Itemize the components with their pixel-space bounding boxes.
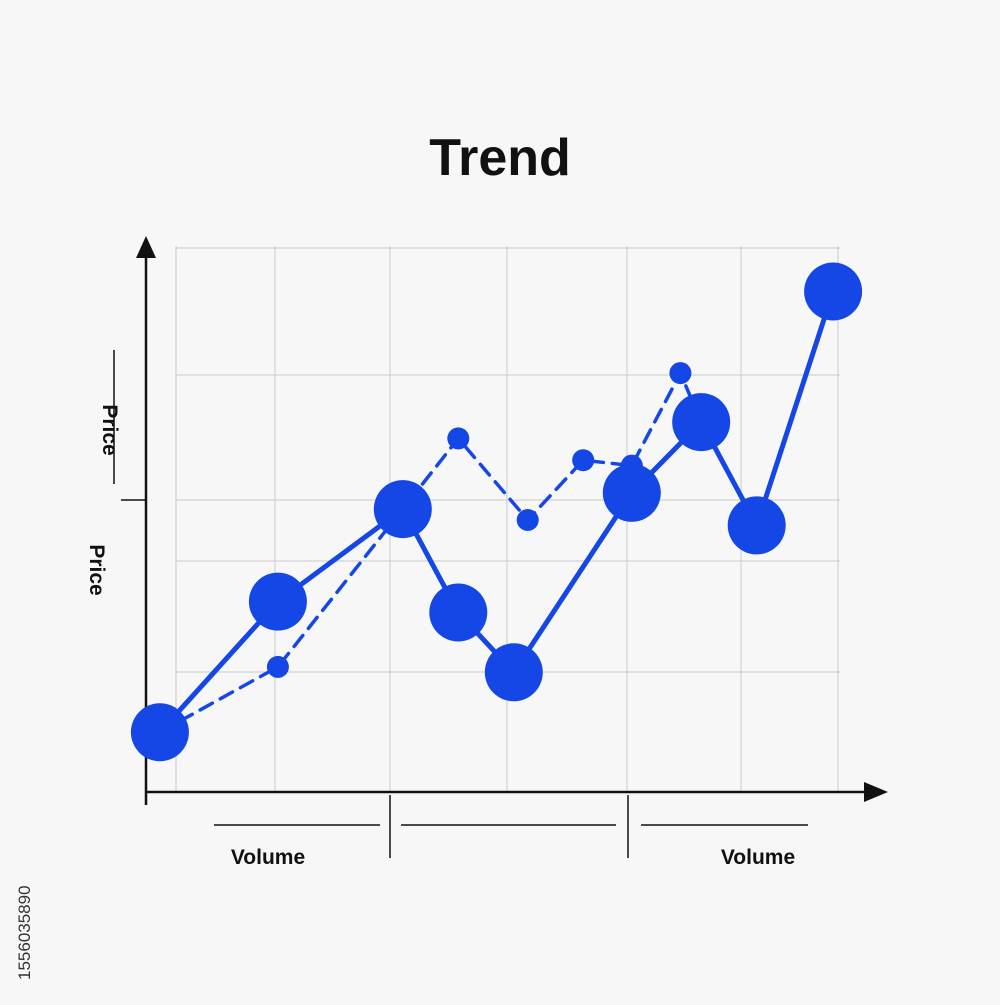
series-1-point-5 <box>572 449 595 472</box>
stock-image-id: 1556035890 <box>15 885 34 980</box>
series-0-point-8 <box>804 262 863 321</box>
x-axis-arrowhead <box>864 782 888 802</box>
y-axis-label-upper: Price <box>98 404 121 455</box>
series-1-point-1 <box>266 655 289 678</box>
series-1-point-3 <box>447 427 470 450</box>
series-0-point-0 <box>130 703 189 762</box>
series-1-line <box>158 371 703 734</box>
x-axis-label-left: Volume <box>231 846 305 869</box>
series-1-point-7 <box>669 362 692 385</box>
series-0-point-6 <box>672 393 731 452</box>
chart-title: Trend <box>429 129 571 187</box>
series-0-point-3 <box>429 583 488 642</box>
x-axis-label-right: Volume <box>721 846 795 869</box>
series-layer <box>130 262 863 762</box>
series-0-point-5 <box>602 463 661 522</box>
series-1-point-4 <box>516 509 539 531</box>
series-0-point-7 <box>727 496 786 555</box>
y-axis-arrowhead <box>136 236 156 258</box>
y-axis-label-lower: Price <box>85 544 108 595</box>
series-0-point-4 <box>484 643 543 702</box>
series-0-point-1 <box>248 572 307 631</box>
series-0-point-2 <box>373 480 432 539</box>
